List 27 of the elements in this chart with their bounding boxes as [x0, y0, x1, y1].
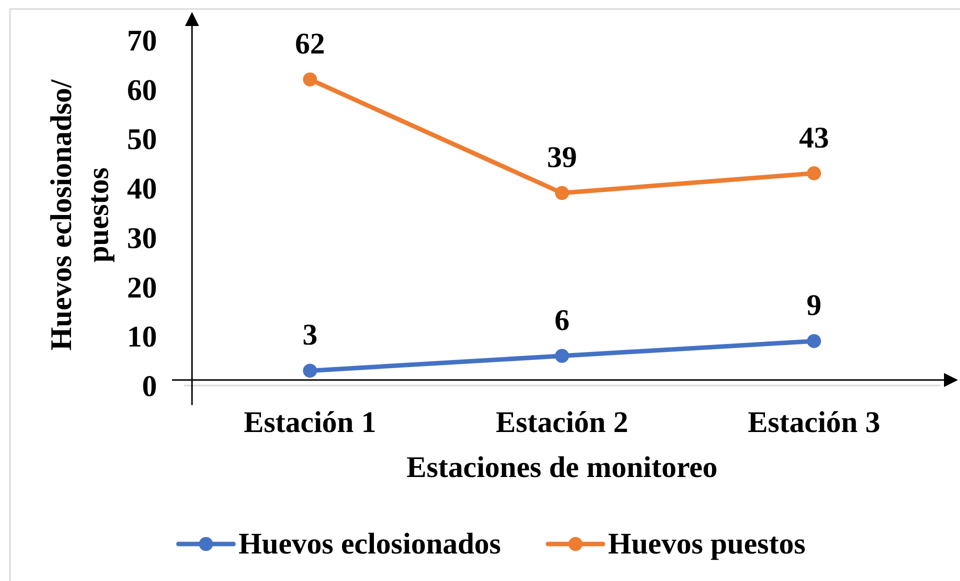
point: [303, 364, 317, 378]
legend-label: Huevos puestos: [608, 528, 806, 561]
data-label: 39: [547, 141, 577, 174]
y-tick-label: 40: [127, 172, 157, 206]
y-tick-label: 50: [127, 123, 157, 156]
y-tick-label: 20: [127, 271, 157, 304]
y-axis-title: Huevos eclosionadso/ puestos: [45, 78, 115, 350]
data-label: 9: [806, 289, 822, 322]
data-label: 62: [295, 27, 325, 60]
data-label: 3: [302, 318, 318, 352]
point: [555, 348, 569, 363]
point: [807, 166, 821, 180]
y-tick-label: 30: [127, 222, 157, 255]
y-tick-label: 0: [142, 370, 157, 403]
x-axis-title: Estaciones de monitoreo: [406, 451, 718, 484]
y-tick-label: 60: [127, 74, 157, 107]
y-tick-label: 10: [127, 320, 157, 354]
y-tick-label: 70: [127, 24, 157, 58]
point: [555, 186, 569, 200]
legend-label: Huevos eclosionados: [238, 528, 501, 561]
point: [807, 334, 821, 348]
x-tick-label: Estación 1: [244, 406, 376, 439]
data-label: 6: [554, 304, 570, 337]
point: [303, 72, 317, 86]
data-label: 43: [799, 121, 829, 154]
x-tick-label: Estación 2: [496, 406, 628, 439]
x-tick-label: Estación 3: [748, 406, 880, 439]
